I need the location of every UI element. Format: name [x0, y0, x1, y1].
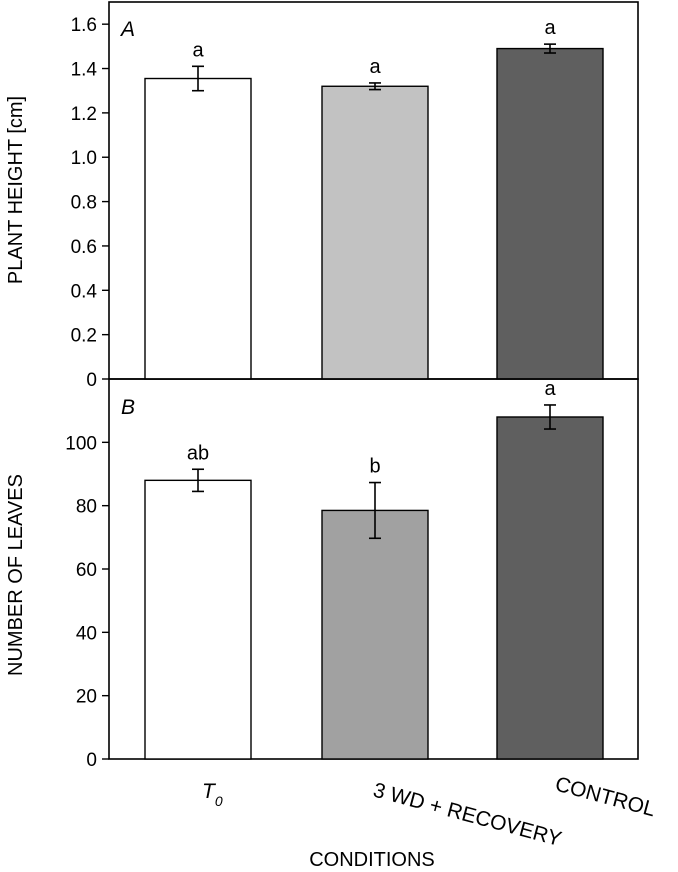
significance-label-2: b — [369, 456, 380, 478]
bar-2 — [321, 85, 429, 380]
panel-a-label: A — [119, 18, 135, 41]
significance-label-2: a — [369, 56, 381, 78]
y-tick-label: 60 — [76, 560, 97, 581]
y-tick-label: 1.6 — [71, 15, 97, 36]
significance-label-3: a — [544, 378, 556, 400]
panel-b-label: B — [121, 396, 135, 419]
bar-1 — [144, 479, 252, 760]
x-axis-category-labels: T0 3 WD + RECOVERY CONTROL — [202, 773, 658, 851]
significance-label-1: ab — [187, 442, 209, 464]
bar-3 — [496, 416, 604, 760]
y-tick-label: 100 — [65, 433, 97, 454]
x-label-t0: T0 — [202, 780, 223, 809]
y-tick-label: 0.2 — [71, 326, 97, 347]
y-tick-label: 0 — [86, 750, 97, 771]
x-label-t0-subscript: 0 — [215, 793, 223, 809]
panel-b-y-ticks: 0 20 40 60 80 100 — [65, 433, 109, 771]
y-tick-label: 1.2 — [71, 104, 97, 125]
panel-b-y-axis-title: NUMBER OF LEAVES — [5, 474, 27, 676]
y-tick-label: 0.8 — [71, 193, 97, 214]
panel-a-plant-height: 0 0.2 0.4 0.6 0.8 1.0 1.2 1.4 1.6 a a a A PLANT HE… — [5, 1, 639, 391]
bar-3 — [496, 47, 604, 380]
panel-a-y-ticks: 0 0.2 0.4 0.6 0.8 1.0 1.2 1.4 1.6 — [71, 15, 109, 391]
y-tick-label: 1.0 — [71, 148, 97, 169]
x-label-control: CONTROL — [553, 773, 658, 822]
panel-b-number-of-leaves: 0 20 40 60 80 100 ab b a B NUMBER OF LEAVES — [5, 378, 639, 771]
bar-1 — [144, 77, 252, 380]
significance-label-3: a — [544, 17, 556, 39]
y-tick-label: 0.4 — [71, 281, 98, 302]
y-tick-label: 40 — [76, 623, 97, 644]
y-tick-label: 0.6 — [71, 237, 97, 258]
panel-a-bars: a a a — [144, 17, 604, 380]
significance-label-1: a — [192, 39, 204, 61]
x-axis-title: CONDITIONS — [309, 849, 435, 871]
y-tick-label: 1.4 — [71, 60, 98, 81]
x-label-t0-main: T — [202, 780, 217, 803]
y-tick-label: 20 — [76, 687, 97, 708]
panel-a-y-axis-title: PLANT HEIGHT [cm] — [5, 96, 27, 284]
y-tick-label: 80 — [76, 497, 97, 518]
y-tick-label: 0 — [86, 370, 97, 391]
panel-b-bars: ab b a — [144, 378, 604, 760]
x-label-3wd-recovery: 3 WD + RECOVERY — [371, 779, 564, 851]
bar-2 — [321, 509, 429, 760]
